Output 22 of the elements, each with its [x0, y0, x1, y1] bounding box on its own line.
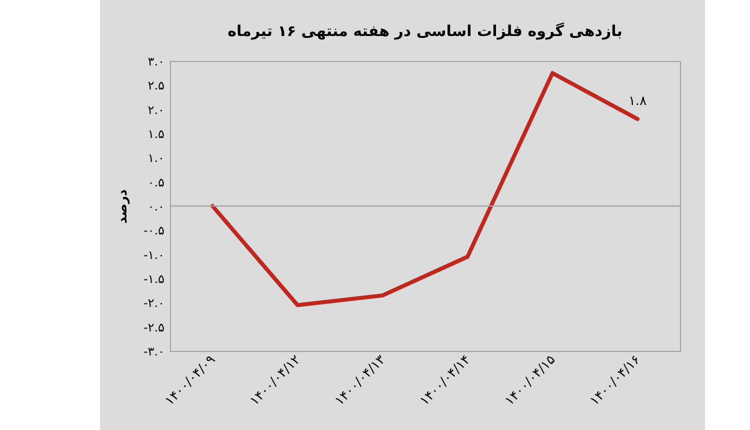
x-tick-label: ۱۴۰۰/۰۴/۱۵ [502, 352, 559, 409]
y-tick-label: ۱.۵ [148, 127, 164, 141]
y-tick-label: -۱.۰ [143, 248, 164, 262]
y-tick-label: -۱.۵ [143, 272, 164, 286]
data-label: ۱.۸ [628, 94, 647, 109]
chart-title: بازدهی گروه فلزات اساسی در هفته منتهی ۱۶ تیرماه [228, 22, 622, 40]
y-axis-title: درصد [115, 189, 130, 224]
y-tick-label: ۲.۵ [148, 78, 164, 93]
y-tick-label: ۲.۰ [148, 102, 164, 117]
y-tick-label: -۳.۰ [143, 344, 164, 358]
y-tick-label: ۰.۵ [148, 175, 164, 190]
x-tick-label: ۱۴۰۰/۰۴/۰۹ [162, 352, 219, 409]
x-tick-label: ۱۴۰۰/۰۴/۱۶ [587, 352, 644, 409]
y-tick-label: ۳.۰ [148, 54, 164, 68]
y-tick-label: ۰.۰ [148, 200, 164, 214]
x-tick-label: ۱۴۰۰/۰۴/۱۲ [247, 352, 304, 409]
x-tick-label: ۱۴۰۰/۰۴/۱۳ [332, 352, 389, 409]
y-tick-label: -۰.۵ [143, 224, 164, 238]
y-tick-label: -۲.۵ [143, 320, 164, 334]
y-tick-label: -۲.۰ [143, 296, 164, 310]
y-tick-label: ۱.۰ [148, 151, 164, 166]
x-tick-label: ۱۴۰۰/۰۴/۱۴ [417, 352, 474, 409]
